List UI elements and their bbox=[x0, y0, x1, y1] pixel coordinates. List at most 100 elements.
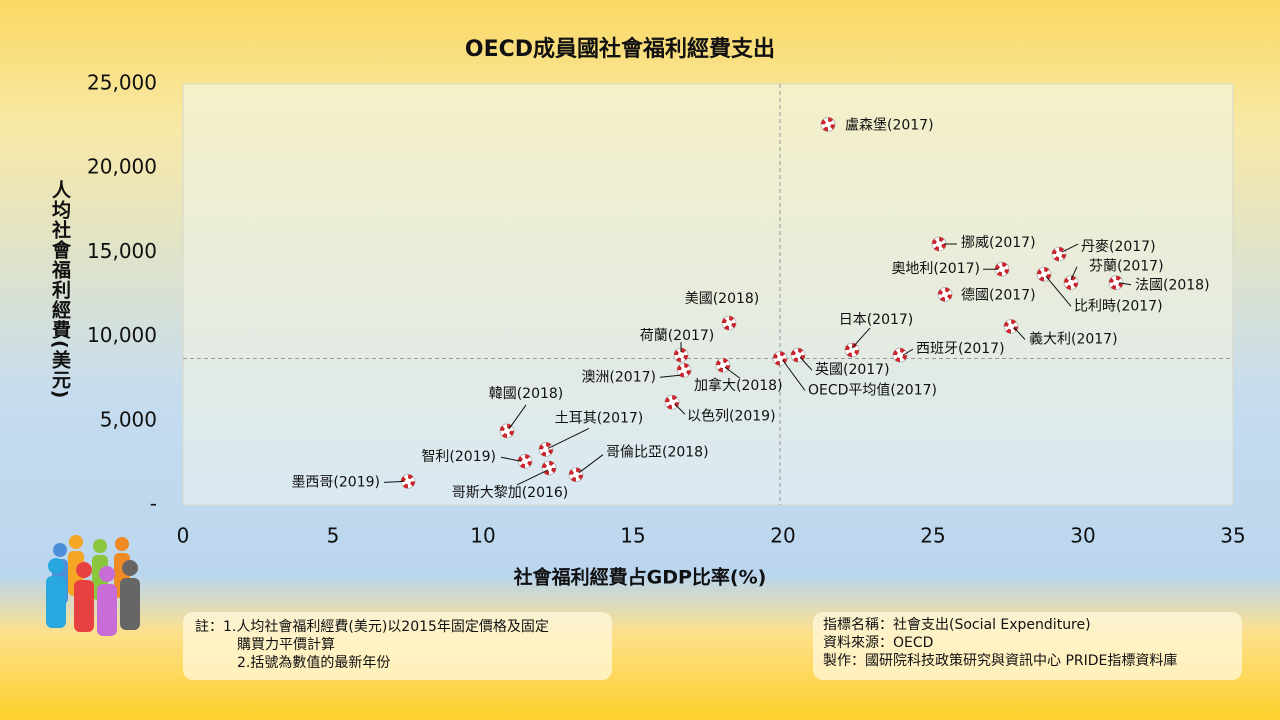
marker-stripes bbox=[893, 348, 907, 363]
x-tick-label: 30 bbox=[1070, 524, 1095, 548]
leader-line bbox=[516, 469, 549, 486]
point-label: 盧森堡(2017) bbox=[845, 117, 934, 133]
plot-area bbox=[182, 83, 1234, 506]
info-line: 製作：國研院科技政策研究與資訊中心 PRIDE指標資料庫 bbox=[823, 653, 1178, 669]
note-line: 2.括號為數值的最新年份 bbox=[237, 655, 391, 671]
point-label: 以色列(2019) bbox=[687, 407, 776, 424]
marker-stripes bbox=[677, 363, 691, 378]
marker-stripes bbox=[791, 348, 805, 363]
point-label: 法國(2018) bbox=[1135, 278, 1210, 294]
leader-line bbox=[1070, 266, 1078, 280]
leader-line bbox=[508, 404, 527, 430]
point-label: 荷蘭(2017) bbox=[640, 328, 715, 344]
y-tick-label: 15,000 bbox=[87, 239, 157, 263]
people-icon bbox=[46, 535, 140, 636]
y-tick-label: 5,000 bbox=[100, 407, 157, 431]
point-label: 英國(2017) bbox=[815, 361, 890, 378]
leader-line bbox=[547, 427, 590, 449]
y-axis-title: 人均社會福利經費(美元) bbox=[49, 180, 71, 400]
point bbox=[844, 342, 860, 358]
marker-stripes bbox=[716, 358, 730, 373]
leader-line bbox=[500, 456, 522, 462]
info-line: 資料來源：OECD bbox=[823, 635, 934, 651]
marker-stripes bbox=[1064, 275, 1078, 290]
marker-stripes bbox=[995, 262, 1009, 277]
point-label: 日本(2017) bbox=[839, 312, 914, 328]
leader-line bbox=[724, 366, 741, 379]
point-label: 芬蘭(2017) bbox=[1089, 259, 1164, 275]
marker-stripes bbox=[674, 348, 688, 363]
marker-stripes bbox=[845, 343, 859, 358]
marker-stripes bbox=[1052, 247, 1066, 262]
point bbox=[892, 347, 908, 363]
info-line: 指標名稱：社會支出(Social Expenditure) bbox=[823, 617, 1091, 633]
point-label: 西班牙(2017) bbox=[916, 341, 1005, 357]
leader-line bbox=[799, 356, 813, 371]
point bbox=[1003, 318, 1019, 334]
point-label: 土耳其(2017) bbox=[555, 410, 644, 426]
x-tick-label: 25 bbox=[920, 524, 945, 548]
x-tick-label: 5 bbox=[327, 524, 340, 548]
point-label: 美國(2018) bbox=[685, 291, 760, 307]
point-label: 澳洲(2017) bbox=[581, 369, 656, 385]
point-label: OECD平均值(2017) bbox=[808, 382, 937, 398]
point-label: 墨西哥(2019) bbox=[291, 474, 380, 490]
marker-stripes bbox=[569, 467, 583, 482]
x-tick-label: 0 bbox=[177, 524, 190, 548]
x-tick-label: 20 bbox=[770, 524, 795, 548]
point-label: 奧地利(2017) bbox=[891, 261, 980, 277]
leader-line bbox=[1045, 275, 1072, 307]
point bbox=[1051, 246, 1067, 262]
point-label: 比利時(2017) bbox=[1074, 298, 1163, 314]
marker-stripes bbox=[518, 454, 532, 469]
point bbox=[931, 236, 947, 252]
y-tick-label: 25,000 bbox=[87, 71, 157, 95]
point bbox=[721, 315, 737, 331]
leader-line bbox=[902, 348, 914, 356]
marker-stripes bbox=[500, 423, 514, 438]
point bbox=[676, 362, 692, 378]
leader-line bbox=[782, 360, 806, 391]
leader-line bbox=[1061, 243, 1079, 253]
point bbox=[568, 467, 584, 483]
point-label: 丹麥(2017) bbox=[1081, 239, 1156, 255]
y-tick-label: 10,000 bbox=[87, 323, 157, 347]
point bbox=[499, 423, 515, 439]
marker-stripes bbox=[821, 117, 835, 132]
point-label: 哥倫比亞(2018) bbox=[606, 445, 709, 461]
leader-line bbox=[659, 374, 681, 378]
info-box: 指標名稱：社會支出(Social Expenditure) 資料來源：OECD … bbox=[813, 612, 1242, 680]
marker-stripes bbox=[1037, 267, 1051, 282]
point-label: 義大利(2017) bbox=[1029, 330, 1118, 347]
chart-title: OECD成員國社會福利經費支出 bbox=[465, 36, 775, 62]
y-tick-label: 20,000 bbox=[87, 155, 157, 179]
x-tick-label: 15 bbox=[620, 524, 645, 548]
leader-line bbox=[1118, 282, 1132, 286]
point bbox=[517, 453, 533, 469]
leader-line bbox=[851, 327, 871, 349]
x-axis-title: 社會福利經費占GDP比率(%) bbox=[513, 566, 767, 589]
note-line: 購買力平價計算 bbox=[237, 637, 335, 653]
marker-stripes bbox=[542, 460, 556, 475]
point bbox=[1063, 275, 1079, 291]
point-label: 智利(2019) bbox=[421, 449, 496, 465]
leader-line bbox=[383, 480, 405, 483]
point bbox=[538, 441, 554, 457]
x-tick-label: 35 bbox=[1220, 524, 1245, 548]
point bbox=[715, 357, 731, 373]
leader-line bbox=[578, 454, 604, 474]
marker-stripes bbox=[665, 395, 679, 410]
point-label: 加拿大(2018) bbox=[694, 377, 783, 394]
leader-line bbox=[1013, 327, 1026, 340]
x-tick-label: 10 bbox=[470, 524, 495, 548]
point-label: 韓國(2018) bbox=[489, 386, 564, 402]
marker-stripes bbox=[773, 351, 787, 366]
marker-stripes bbox=[1004, 319, 1018, 334]
point bbox=[820, 116, 836, 132]
y-tick-label: - bbox=[150, 492, 157, 516]
marker-stripes bbox=[722, 316, 736, 331]
marker-stripes bbox=[938, 287, 952, 302]
notes-box: 註：1.人均社會福利經費(美元)以2015年固定價格及固定 購買力平價計算 2.… bbox=[183, 612, 612, 680]
point-label: 德國(2017) bbox=[961, 288, 1036, 304]
note-line: 註：1.人均社會福利經費(美元)以2015年固定價格及固定 bbox=[195, 619, 549, 635]
